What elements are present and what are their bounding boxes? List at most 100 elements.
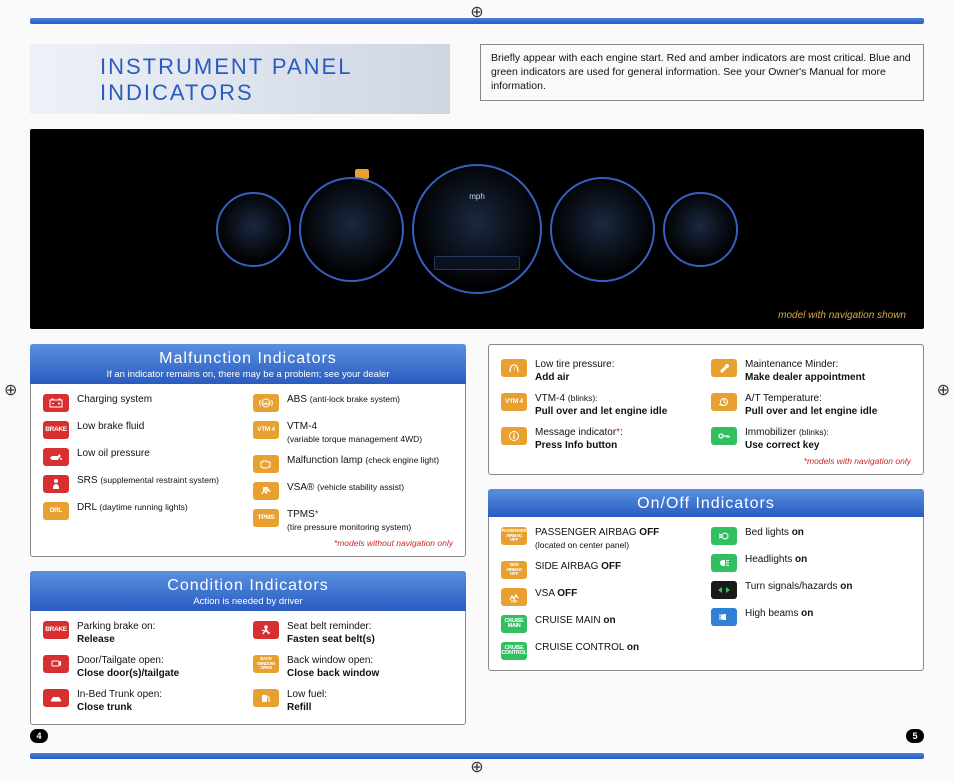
onoff-panel: On/Off Indicators PASSENGERAIRBAGOFFPASS… (488, 489, 924, 671)
crop-mark-bottom: ⊕ (470, 757, 483, 777)
indicator-item: Message indicator*:Press Info button (501, 427, 701, 452)
onoff-body: PASSENGERAIRBAGOFFPASSENGER AIRBAG OFF(l… (489, 517, 923, 662)
condition-left: BRAKE Parking brake on:Release Door/Tailga… (43, 621, 243, 714)
text-icon: TPMS (253, 509, 279, 527)
header-row: INSTRUMENT PANEL INDICATORS Briefly appe… (30, 44, 924, 114)
malfunction-body: Charging system BRAKELow brake fluid Low o… (31, 384, 465, 536)
indicator-text: DRL (daytime running lights) (77, 502, 188, 515)
intro-text-box: Briefly appear with each engine start. R… (480, 44, 924, 101)
indicator-text: Low fuel:Refill (287, 689, 327, 714)
indicator-item: OFF VSA OFF (501, 588, 701, 606)
section-title: INSTRUMENT PANEL INDICATORS (100, 54, 420, 106)
indicator-item: Low fuel:Refill (253, 689, 453, 714)
indicator-item: PASSENGERAIRBAGOFFPASSENGER AIRBAG OFF(l… (501, 527, 701, 552)
condition-title: Condition Indicators (40, 577, 456, 595)
indicator-item: SRS (supplemental restraint system) (43, 475, 243, 493)
indicator-text: Low tire pressure:Add air (535, 359, 614, 384)
svg-text:ABS: ABS (262, 401, 270, 406)
highbeam-icon (711, 608, 737, 626)
indicator-text: A/T Temperature:Pull over and let engine… (745, 393, 877, 418)
indicator-item: Door/Tailgate open:Close door(s)/tailgat… (43, 655, 243, 680)
gear-gauge (550, 177, 655, 282)
indicator-item: A/T Temperature:Pull over and let engine… (711, 393, 911, 418)
indicator-item: Headlights on (711, 554, 911, 572)
indicator-text: High beams on (745, 608, 813, 621)
text-icon: VTM 4 (501, 393, 527, 411)
temp-icon (711, 393, 737, 411)
wrench-icon (711, 359, 737, 377)
svg-text:OFF: OFF (511, 600, 518, 604)
text-icon: BRAKE (43, 621, 69, 639)
text-icon: PASSENGERAIRBAGOFF (501, 527, 527, 545)
text-icon: CRUISEMAIN (501, 615, 527, 633)
tach-gauge (299, 177, 404, 282)
right-column: ! Low tire pressure:Add air VTM 4 VTM-4 (bl… (488, 344, 924, 725)
indicator-text: Parking brake on:Release (77, 621, 155, 646)
indicator-text: VTM-4 (blinks):Pull over and let engine … (535, 393, 667, 418)
indicator-item: BRAKELow brake fluid (43, 421, 243, 439)
fuel-gauge (216, 192, 291, 267)
indicator-text: Low brake fluid (77, 421, 144, 434)
indicator-item: VSA® (vehicle stability assist) (253, 482, 453, 500)
page-num-right: 5 (906, 729, 924, 743)
indicator-item: TPMS TPMS*(tire pressure monitoring syste… (253, 509, 453, 534)
abs-icon: ABS (253, 394, 279, 412)
misc-left: ! Low tire pressure:Add air VTM 4 VTM-4 (bl… (501, 359, 701, 452)
indicator-item: Immobilizer (blinks):Use correct key (711, 427, 911, 452)
indicator-text: CRUISE MAIN on (535, 615, 616, 628)
indicator-text: Turn signals/hazards on (745, 581, 852, 594)
crop-mark-right: ⊕ (937, 380, 950, 400)
indicator-text: Headlights on (745, 554, 807, 567)
indicator-item: Low oil pressure (43, 448, 243, 466)
indicator-item: DRLDRL (daytime running lights) (43, 502, 243, 520)
indicator-text: SRS (supplemental restraint system) (77, 475, 219, 488)
skid-icon (253, 482, 279, 500)
headlight-icon (711, 554, 737, 572)
seatbelt-icon (253, 621, 279, 639)
indicator-item: Charging system (43, 394, 243, 412)
svg-text:!: ! (513, 367, 515, 373)
condition-subtitle: Action is needed by driver (40, 596, 456, 607)
intro-text: Briefly appear with each engine start. R… (491, 52, 911, 92)
photo-caption: model with navigation shown (778, 310, 906, 321)
indicator-text: VSA OFF (535, 588, 577, 601)
left-column: Malfunction Indicators If an indicator r… (30, 344, 466, 725)
indicator-text: Bed lights on (745, 527, 804, 540)
onoff-header: On/Off Indicators (488, 489, 924, 517)
onoff-title: On/Off Indicators (498, 495, 914, 513)
indicator-text: SIDE AIRBAG OFF (535, 561, 621, 574)
indicator-item: CRUISEMAIN CRUISE MAIN on (501, 615, 701, 633)
misc-right: Maintenance Minder:Make dealer appointme… (711, 359, 911, 452)
indicator-text: Back window open:Close back window (287, 655, 379, 680)
text-icon: VTM 4 (253, 421, 279, 439)
indicator-item: Turn signals/hazards on (711, 581, 911, 599)
condition-header: Condition Indicators Action is needed by… (30, 571, 466, 611)
speedo-gauge: mph (412, 164, 542, 294)
indicator-text: TPMS*(tire pressure monitoring system) (287, 509, 411, 534)
page-numbers: 4 5 (30, 729, 924, 743)
indicator-item: SIDEAIRBAGOFFSIDE AIRBAG OFF (501, 561, 701, 579)
indicator-text: Charging system (77, 394, 152, 407)
indicator-text: Immobilizer (blinks):Use correct key (745, 427, 829, 452)
page-spread: ⊕ ⊕ ⊕ ⊕ INSTRUMENT PANEL INDICATORS Brie… (0, 0, 954, 779)
person-icon (43, 475, 69, 493)
fuel-icon (253, 689, 279, 707)
crop-mark-left: ⊕ (4, 380, 17, 400)
indicator-item: Maintenance Minder:Make dealer appointme… (711, 359, 911, 384)
misc-body: ! Low tire pressure:Add air VTM 4 VTM-4 (bl… (489, 345, 923, 454)
oil-icon (43, 448, 69, 466)
indicator-item: Malfunction lamp (check engine light) (253, 455, 453, 473)
engine-icon (253, 455, 279, 473)
text-icon: CRUISECONTROL (501, 642, 527, 660)
malfunction-title: Malfunction Indicators (40, 350, 456, 368)
misc-footnote: *models with navigation only (489, 454, 923, 466)
indicator-item: Bed lights on (711, 527, 911, 545)
condition-panel: Condition Indicators Action is needed by… (30, 571, 466, 725)
indicator-item: High beams on (711, 608, 911, 626)
indicator-item: ! Low tire pressure:Add air (501, 359, 701, 384)
page-num-left: 4 (30, 729, 48, 743)
malfunction-footnote: *models without navigation only (31, 536, 465, 548)
condition-body: BRAKE Parking brake on:Release Door/Tailga… (31, 611, 465, 716)
indicator-text: CRUISE CONTROL on (535, 642, 639, 655)
indicator-item: BACKWINDOWOPENBack window open:Close bac… (253, 655, 453, 680)
